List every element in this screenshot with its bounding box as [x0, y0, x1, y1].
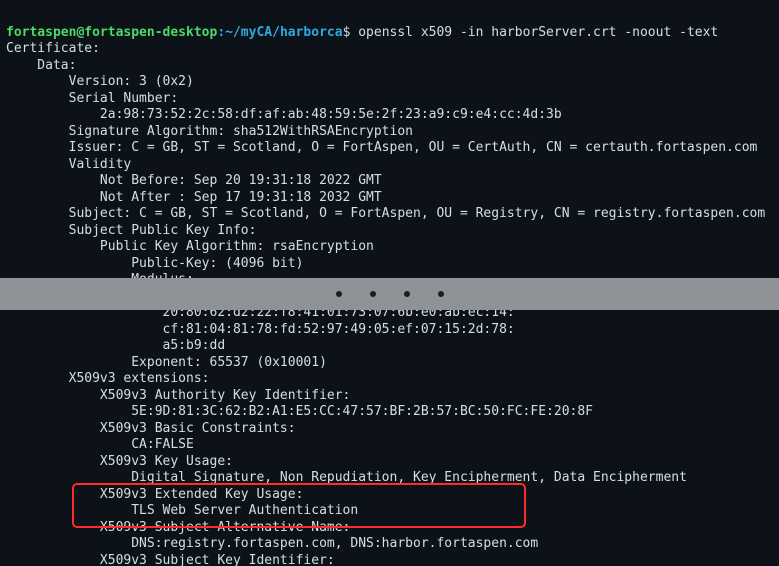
- command-text[interactable]: openssl x509 -in harborServer.crt -noout…: [358, 25, 718, 40]
- output-line: Public Key Algorithm: rsaEncryption: [6, 239, 374, 254]
- prompt-path: ~/myCA/harborca: [225, 25, 342, 40]
- output-line: a5:b9:dd: [6, 338, 225, 353]
- output-line: 2a:98:73:52:2c:58:df:af:ab:48:59:5e:2f:2…: [6, 107, 562, 122]
- output-line: DNS:registry.fortaspen.com, DNS:harbor.f…: [6, 536, 538, 551]
- output-line: X509v3 Subject Key Identifier:: [6, 553, 343, 566]
- output-line: CA:FALSE: [6, 437, 194, 452]
- output-line: Subject Public Key Info:: [6, 223, 256, 238]
- output-line: Not Before: Sep 20 19:31:18 2022 GMT: [6, 173, 382, 188]
- ellipsis-dot-icon: [336, 291, 342, 297]
- output-line: X509v3 Authority Key Identifier:: [6, 388, 358, 403]
- output-line: Certificate:: [6, 41, 100, 56]
- output-line: Not After : Sep 17 19:31:18 2032 GMT: [6, 190, 382, 205]
- output-line: X509v3 Extended Key Usage:: [6, 487, 311, 502]
- truncation-indicator: [0, 278, 779, 310]
- output-line: Data:: [6, 58, 76, 73]
- output-line: Serial Number:: [6, 91, 178, 106]
- output-line: Exponent: 65537 (0x10001): [6, 355, 327, 370]
- prompt-user: fortaspen@fortaspen-desktop: [6, 25, 217, 40]
- output-line: Digital Signature, Non Repudiation, Key …: [6, 470, 687, 485]
- prompt-dollar: $: [343, 25, 359, 40]
- output-line: Signature Algorithm: sha512WithRSAEncryp…: [6, 124, 413, 139]
- output-line: cf:81:04:81:78:fd:52:97:49:05:ef:07:15:2…: [6, 322, 515, 337]
- output-line: Issuer: C = GB, ST = Scotland, O = FortA…: [6, 140, 757, 155]
- ellipsis-dot-icon: [404, 291, 410, 297]
- output-line: Public-Key: (4096 bit): [6, 256, 303, 271]
- terminal-output: fortaspen@fortaspen-desktop:~/myCA/harbo…: [0, 0, 779, 566]
- output-line: TLS Web Server Authentication: [6, 503, 358, 518]
- ellipsis-dot-icon: [370, 291, 376, 297]
- output-line: X509v3 Subject Alternative Name:: [6, 520, 358, 535]
- output-line: X509v3 extensions:: [6, 371, 210, 386]
- output-line: Subject: C = GB, ST = Scotland, O = Fort…: [6, 206, 765, 221]
- output-line: 5E:9D:81:3C:62:B2:A1:E5:CC:47:57:BF:2B:5…: [6, 404, 593, 419]
- prompt-sep: :: [217, 25, 225, 40]
- ellipsis-dot-icon: [438, 291, 444, 297]
- output-line: Version: 3 (0x2): [6, 74, 194, 89]
- output-line: X509v3 Key Usage:: [6, 454, 241, 469]
- output-line: Validity: [6, 157, 131, 172]
- output-line: X509v3 Basic Constraints:: [6, 421, 303, 436]
